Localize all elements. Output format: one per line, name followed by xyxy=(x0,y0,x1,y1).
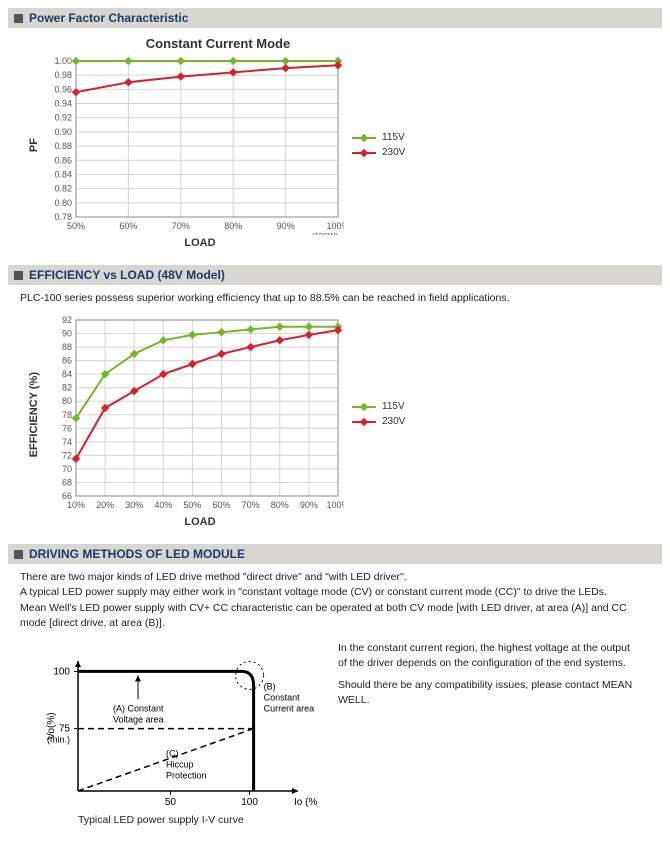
svg-text:10%: 10% xyxy=(67,500,85,510)
bullet-square-icon xyxy=(14,550,23,559)
legend-item: 115V xyxy=(352,401,405,412)
svg-text:40%: 40% xyxy=(154,500,172,510)
svg-text:0.98: 0.98 xyxy=(54,70,72,80)
svg-text:1.00: 1.00 xyxy=(54,56,72,66)
svg-text:20%: 20% xyxy=(96,500,114,510)
legend-item: 115V xyxy=(352,132,405,143)
svg-text:Constant: Constant xyxy=(264,692,301,702)
svg-text:60%: 60% xyxy=(119,221,137,231)
svg-text:80: 80 xyxy=(62,396,72,406)
svg-text:0.94: 0.94 xyxy=(54,99,72,109)
svg-text:78: 78 xyxy=(62,410,72,420)
svg-text:92: 92 xyxy=(62,315,72,325)
section-header-pf: Power Factor Characteristic xyxy=(8,8,662,28)
intro-eff: PLC-100 series possess superior working … xyxy=(20,291,650,306)
svg-text:70%: 70% xyxy=(172,221,190,231)
svg-text:80%: 80% xyxy=(224,221,242,231)
iv-right-2: Should there be any compatibility issues… xyxy=(338,678,638,708)
svg-text:0.86: 0.86 xyxy=(54,155,72,165)
iv-curve-svg: 10075(min.)50100Io (%)Vo(%)(A) ConstantV… xyxy=(38,641,318,811)
svg-text:90%: 90% xyxy=(300,500,318,510)
section-header-eff: EFFICIENCY vs LOAD (48V Model) xyxy=(8,265,662,285)
svg-text:0.88: 0.88 xyxy=(54,141,72,151)
svg-text:84: 84 xyxy=(62,369,72,379)
svg-text:76: 76 xyxy=(62,424,72,434)
svg-text:(B): (B) xyxy=(264,681,276,691)
chart-title-pf: Constant Current Mode xyxy=(58,36,378,51)
svg-text:Voltage area: Voltage area xyxy=(113,714,164,724)
svg-text:100: 100 xyxy=(53,666,70,677)
section-header-drive: DRIVING METHODS OF LED MODULE xyxy=(8,544,662,564)
chart-eff: EFFICIENCY (%) 6668707274767880828486889… xyxy=(28,314,662,528)
chart-svg-pf: 0.780.800.820.840.860.880.900.920.940.96… xyxy=(44,55,344,235)
iv-right-text: In the constant current region, the high… xyxy=(338,641,638,708)
legend-item: 230V xyxy=(352,416,405,427)
svg-text:Protection: Protection xyxy=(166,771,207,781)
iv-caption: Typical LED power supply I-V curve xyxy=(78,814,318,826)
drive-text: There are two major kinds of LED drive m… xyxy=(20,570,650,631)
xlabel-pf: LOAD xyxy=(50,237,350,249)
ylabel-pf: PF xyxy=(28,138,40,152)
svg-text:70%: 70% xyxy=(242,500,260,510)
chart-svg-eff: 666870727476788082848688909210%20%30%40%… xyxy=(44,314,344,514)
xlabel-eff: LOAD xyxy=(50,516,350,528)
svg-text:Current area: Current area xyxy=(264,703,315,713)
svg-text:100%: 100% xyxy=(326,221,344,231)
svg-text:50: 50 xyxy=(165,797,177,808)
iv-right-1: In the constant current region, the high… xyxy=(338,641,638,671)
svg-text:Vo(%): Vo(%) xyxy=(46,712,57,739)
svg-text:Io (%): Io (%) xyxy=(294,797,318,808)
drive-text-3: Mean Well's LED power supply with CV+ CC… xyxy=(20,601,650,631)
svg-text:80%: 80% xyxy=(271,500,289,510)
iv-block: 10075(min.)50100Io (%)Vo(%)(A) ConstantV… xyxy=(38,641,662,826)
section-title-drive: DRIVING METHODS OF LED MODULE xyxy=(29,547,245,561)
legend-item: 230V xyxy=(352,147,405,158)
bullet-square-icon xyxy=(14,271,23,280)
section-title-eff: EFFICIENCY vs LOAD (48V Model) xyxy=(29,268,225,282)
svg-text:(100W): (100W) xyxy=(312,232,339,235)
drive-text-2: A typical LED power supply may either wo… xyxy=(20,585,650,600)
drive-text-1: There are two major kinds of LED drive m… xyxy=(20,570,650,585)
svg-text:(C): (C) xyxy=(166,749,179,759)
svg-text:72: 72 xyxy=(62,451,72,461)
svg-text:(A) Constant: (A) Constant xyxy=(113,703,164,713)
bullet-square-icon xyxy=(14,14,23,23)
svg-text:82: 82 xyxy=(62,383,72,393)
svg-text:100%: 100% xyxy=(326,500,344,510)
svg-text:75: 75 xyxy=(59,724,71,735)
svg-text:0.80: 0.80 xyxy=(54,198,72,208)
svg-text:30%: 30% xyxy=(125,500,143,510)
svg-text:88: 88 xyxy=(62,342,72,352)
svg-text:50%: 50% xyxy=(183,500,201,510)
section-title-pf: Power Factor Characteristic xyxy=(29,11,188,25)
svg-text:0.96: 0.96 xyxy=(54,84,72,94)
svg-text:0.84: 0.84 xyxy=(54,169,72,179)
svg-text:50%: 50% xyxy=(67,221,85,231)
legend-eff: 115V 230V xyxy=(352,397,405,431)
svg-text:100: 100 xyxy=(241,797,258,808)
chart-pf: Constant Current Mode PF 0.780.800.820.8… xyxy=(28,36,662,249)
ylabel-eff: EFFICIENCY (%) xyxy=(28,372,40,457)
legend-pf: 115V 230V xyxy=(352,128,405,162)
svg-text:Hiccup: Hiccup xyxy=(166,760,194,770)
svg-text:68: 68 xyxy=(62,478,72,488)
svg-text:0.90: 0.90 xyxy=(54,127,72,137)
svg-text:70: 70 xyxy=(62,464,72,474)
svg-text:0.92: 0.92 xyxy=(54,113,72,123)
svg-text:74: 74 xyxy=(62,437,72,447)
svg-text:0.82: 0.82 xyxy=(54,184,72,194)
svg-text:86: 86 xyxy=(62,356,72,366)
svg-text:90: 90 xyxy=(62,329,72,339)
svg-text:90%: 90% xyxy=(277,221,295,231)
svg-text:60%: 60% xyxy=(213,500,231,510)
